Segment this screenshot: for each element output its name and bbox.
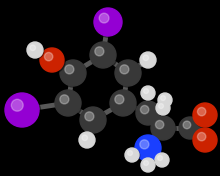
Circle shape xyxy=(152,117,176,141)
Circle shape xyxy=(183,121,191,129)
Circle shape xyxy=(180,118,202,140)
Circle shape xyxy=(136,136,162,162)
Circle shape xyxy=(85,112,94,121)
Circle shape xyxy=(120,65,129,74)
Circle shape xyxy=(141,158,155,172)
Circle shape xyxy=(116,61,142,87)
Circle shape xyxy=(161,96,165,100)
Circle shape xyxy=(135,135,161,161)
Circle shape xyxy=(159,94,173,108)
Circle shape xyxy=(82,135,88,141)
Circle shape xyxy=(27,42,43,58)
Circle shape xyxy=(141,86,155,100)
Circle shape xyxy=(140,140,149,149)
Circle shape xyxy=(60,60,86,86)
Circle shape xyxy=(110,90,136,116)
Circle shape xyxy=(56,91,82,117)
Circle shape xyxy=(151,116,175,140)
Circle shape xyxy=(179,117,201,139)
Circle shape xyxy=(158,156,163,161)
Circle shape xyxy=(140,105,149,114)
Circle shape xyxy=(7,95,41,129)
Circle shape xyxy=(30,45,36,51)
Circle shape xyxy=(90,42,116,68)
Circle shape xyxy=(61,61,87,87)
Circle shape xyxy=(11,99,23,111)
Circle shape xyxy=(95,9,123,37)
Circle shape xyxy=(60,95,69,104)
Circle shape xyxy=(156,154,170,168)
Circle shape xyxy=(156,101,170,115)
Circle shape xyxy=(144,89,148,93)
Circle shape xyxy=(156,120,164,129)
Circle shape xyxy=(144,161,148,165)
Circle shape xyxy=(28,43,44,59)
Circle shape xyxy=(94,8,122,36)
Circle shape xyxy=(115,60,141,86)
Circle shape xyxy=(40,48,64,72)
Circle shape xyxy=(197,132,206,141)
Circle shape xyxy=(44,52,53,61)
Circle shape xyxy=(193,128,217,152)
Circle shape xyxy=(194,129,218,153)
Circle shape xyxy=(65,65,74,74)
Circle shape xyxy=(80,133,96,149)
Circle shape xyxy=(95,47,104,56)
Circle shape xyxy=(143,55,148,61)
Circle shape xyxy=(79,132,95,148)
Circle shape xyxy=(5,93,39,127)
Circle shape xyxy=(126,149,140,163)
Circle shape xyxy=(41,49,65,73)
Circle shape xyxy=(141,53,157,69)
Circle shape xyxy=(80,107,106,133)
Circle shape xyxy=(99,13,109,23)
Circle shape xyxy=(111,91,137,117)
Circle shape xyxy=(140,52,156,68)
Circle shape xyxy=(55,90,81,116)
Circle shape xyxy=(193,103,217,127)
Circle shape xyxy=(142,87,156,101)
Circle shape xyxy=(155,153,169,167)
Circle shape xyxy=(194,104,218,128)
Circle shape xyxy=(115,95,124,104)
Circle shape xyxy=(157,102,171,116)
Circle shape xyxy=(125,148,139,162)
Circle shape xyxy=(136,101,160,125)
Circle shape xyxy=(158,93,172,107)
Circle shape xyxy=(137,102,161,126)
Circle shape xyxy=(91,43,117,69)
Circle shape xyxy=(128,151,132,155)
Circle shape xyxy=(142,159,156,173)
Circle shape xyxy=(159,104,163,108)
Circle shape xyxy=(197,107,206,116)
Circle shape xyxy=(81,108,107,134)
